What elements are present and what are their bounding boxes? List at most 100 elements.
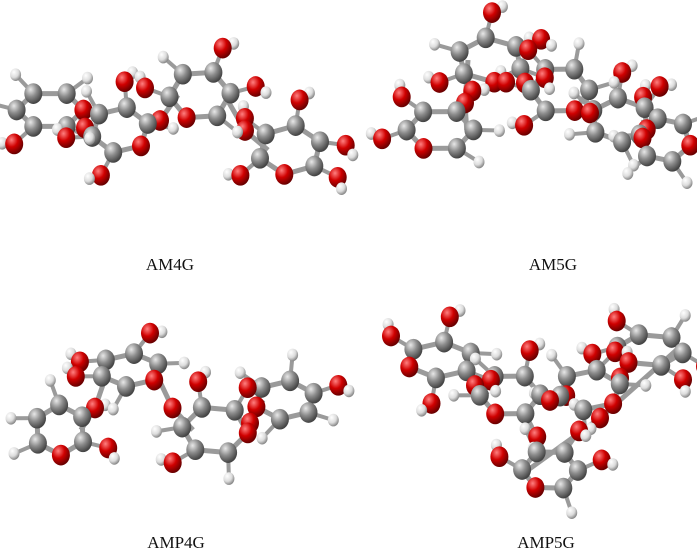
atom — [448, 101, 466, 122]
bonds — [0, 43, 353, 188]
atom — [522, 80, 540, 101]
atom — [474, 156, 485, 169]
atom — [630, 324, 648, 345]
atom — [193, 397, 211, 418]
atom — [139, 113, 157, 134]
atom — [6, 412, 17, 425]
atom — [528, 442, 546, 463]
atom — [663, 151, 681, 172]
atom — [537, 100, 555, 121]
atom — [186, 439, 204, 460]
atom — [588, 360, 606, 381]
atom — [566, 506, 577, 519]
atom — [541, 390, 559, 411]
atom — [164, 398, 182, 419]
atom — [223, 472, 234, 485]
atom — [494, 124, 505, 137]
atom — [81, 85, 92, 98]
atom — [609, 76, 620, 89]
atom — [45, 374, 56, 387]
atom — [214, 38, 232, 59]
atom — [580, 79, 598, 100]
atom — [239, 423, 257, 444]
atom — [336, 182, 347, 195]
atom — [569, 87, 580, 100]
atom — [305, 383, 323, 404]
atom — [179, 357, 190, 370]
atom — [24, 83, 42, 104]
atom — [652, 355, 670, 376]
atom — [674, 343, 692, 364]
atom — [404, 339, 422, 360]
atom — [145, 370, 163, 391]
atom — [204, 62, 222, 83]
atom — [257, 124, 275, 145]
atom — [640, 379, 651, 392]
atom — [497, 72, 515, 93]
atom — [287, 115, 305, 136]
atom — [431, 72, 449, 93]
atom — [415, 138, 433, 159]
panel-label: AMP4G — [147, 533, 205, 552]
atom — [516, 366, 534, 387]
atom — [271, 409, 289, 430]
atom — [558, 366, 576, 387]
atom — [464, 120, 482, 141]
atom — [400, 357, 418, 378]
atom — [546, 39, 557, 52]
atom — [613, 132, 631, 153]
atom — [451, 41, 469, 62]
atom — [52, 445, 70, 466]
atom — [556, 442, 574, 463]
atom — [347, 149, 358, 162]
page: AM4G AM5G AMP4G AMP5G (() => { const dat… — [0, 0, 697, 555]
atom — [569, 460, 587, 481]
atom — [58, 83, 76, 104]
atom — [84, 172, 95, 185]
atom — [682, 176, 693, 189]
panel-label: AM5G — [529, 255, 577, 274]
atom — [9, 447, 20, 460]
atom — [29, 433, 47, 454]
atom — [526, 477, 544, 498]
atom — [251, 148, 269, 169]
atom — [311, 131, 329, 152]
atom — [574, 37, 585, 50]
atom — [544, 82, 555, 95]
atom — [382, 326, 400, 347]
atom — [586, 122, 604, 143]
atom — [239, 377, 257, 398]
atom — [178, 107, 196, 128]
atom — [491, 348, 502, 361]
atom — [28, 408, 46, 429]
atom — [546, 349, 557, 362]
atom — [343, 385, 354, 398]
atom — [132, 136, 150, 157]
atom — [151, 425, 162, 438]
atom — [477, 27, 495, 48]
atom — [161, 86, 179, 107]
panel-label: AMP5G — [517, 533, 575, 552]
atom — [275, 164, 293, 185]
atom — [607, 458, 618, 471]
atom — [125, 343, 143, 364]
atom — [92, 165, 110, 186]
atom — [680, 309, 691, 322]
atom — [118, 97, 136, 118]
atom — [158, 51, 169, 64]
atom — [622, 167, 633, 180]
atom — [82, 72, 93, 85]
atom — [232, 126, 243, 139]
atom — [226, 400, 244, 421]
atom — [398, 120, 416, 141]
atom — [634, 128, 652, 149]
atom — [608, 311, 626, 332]
atom — [574, 399, 592, 420]
atom — [164, 452, 182, 473]
atom — [74, 431, 92, 452]
atom — [414, 101, 432, 122]
atom — [609, 88, 627, 109]
atom — [67, 366, 85, 387]
atom — [638, 146, 656, 167]
atom — [287, 349, 298, 362]
